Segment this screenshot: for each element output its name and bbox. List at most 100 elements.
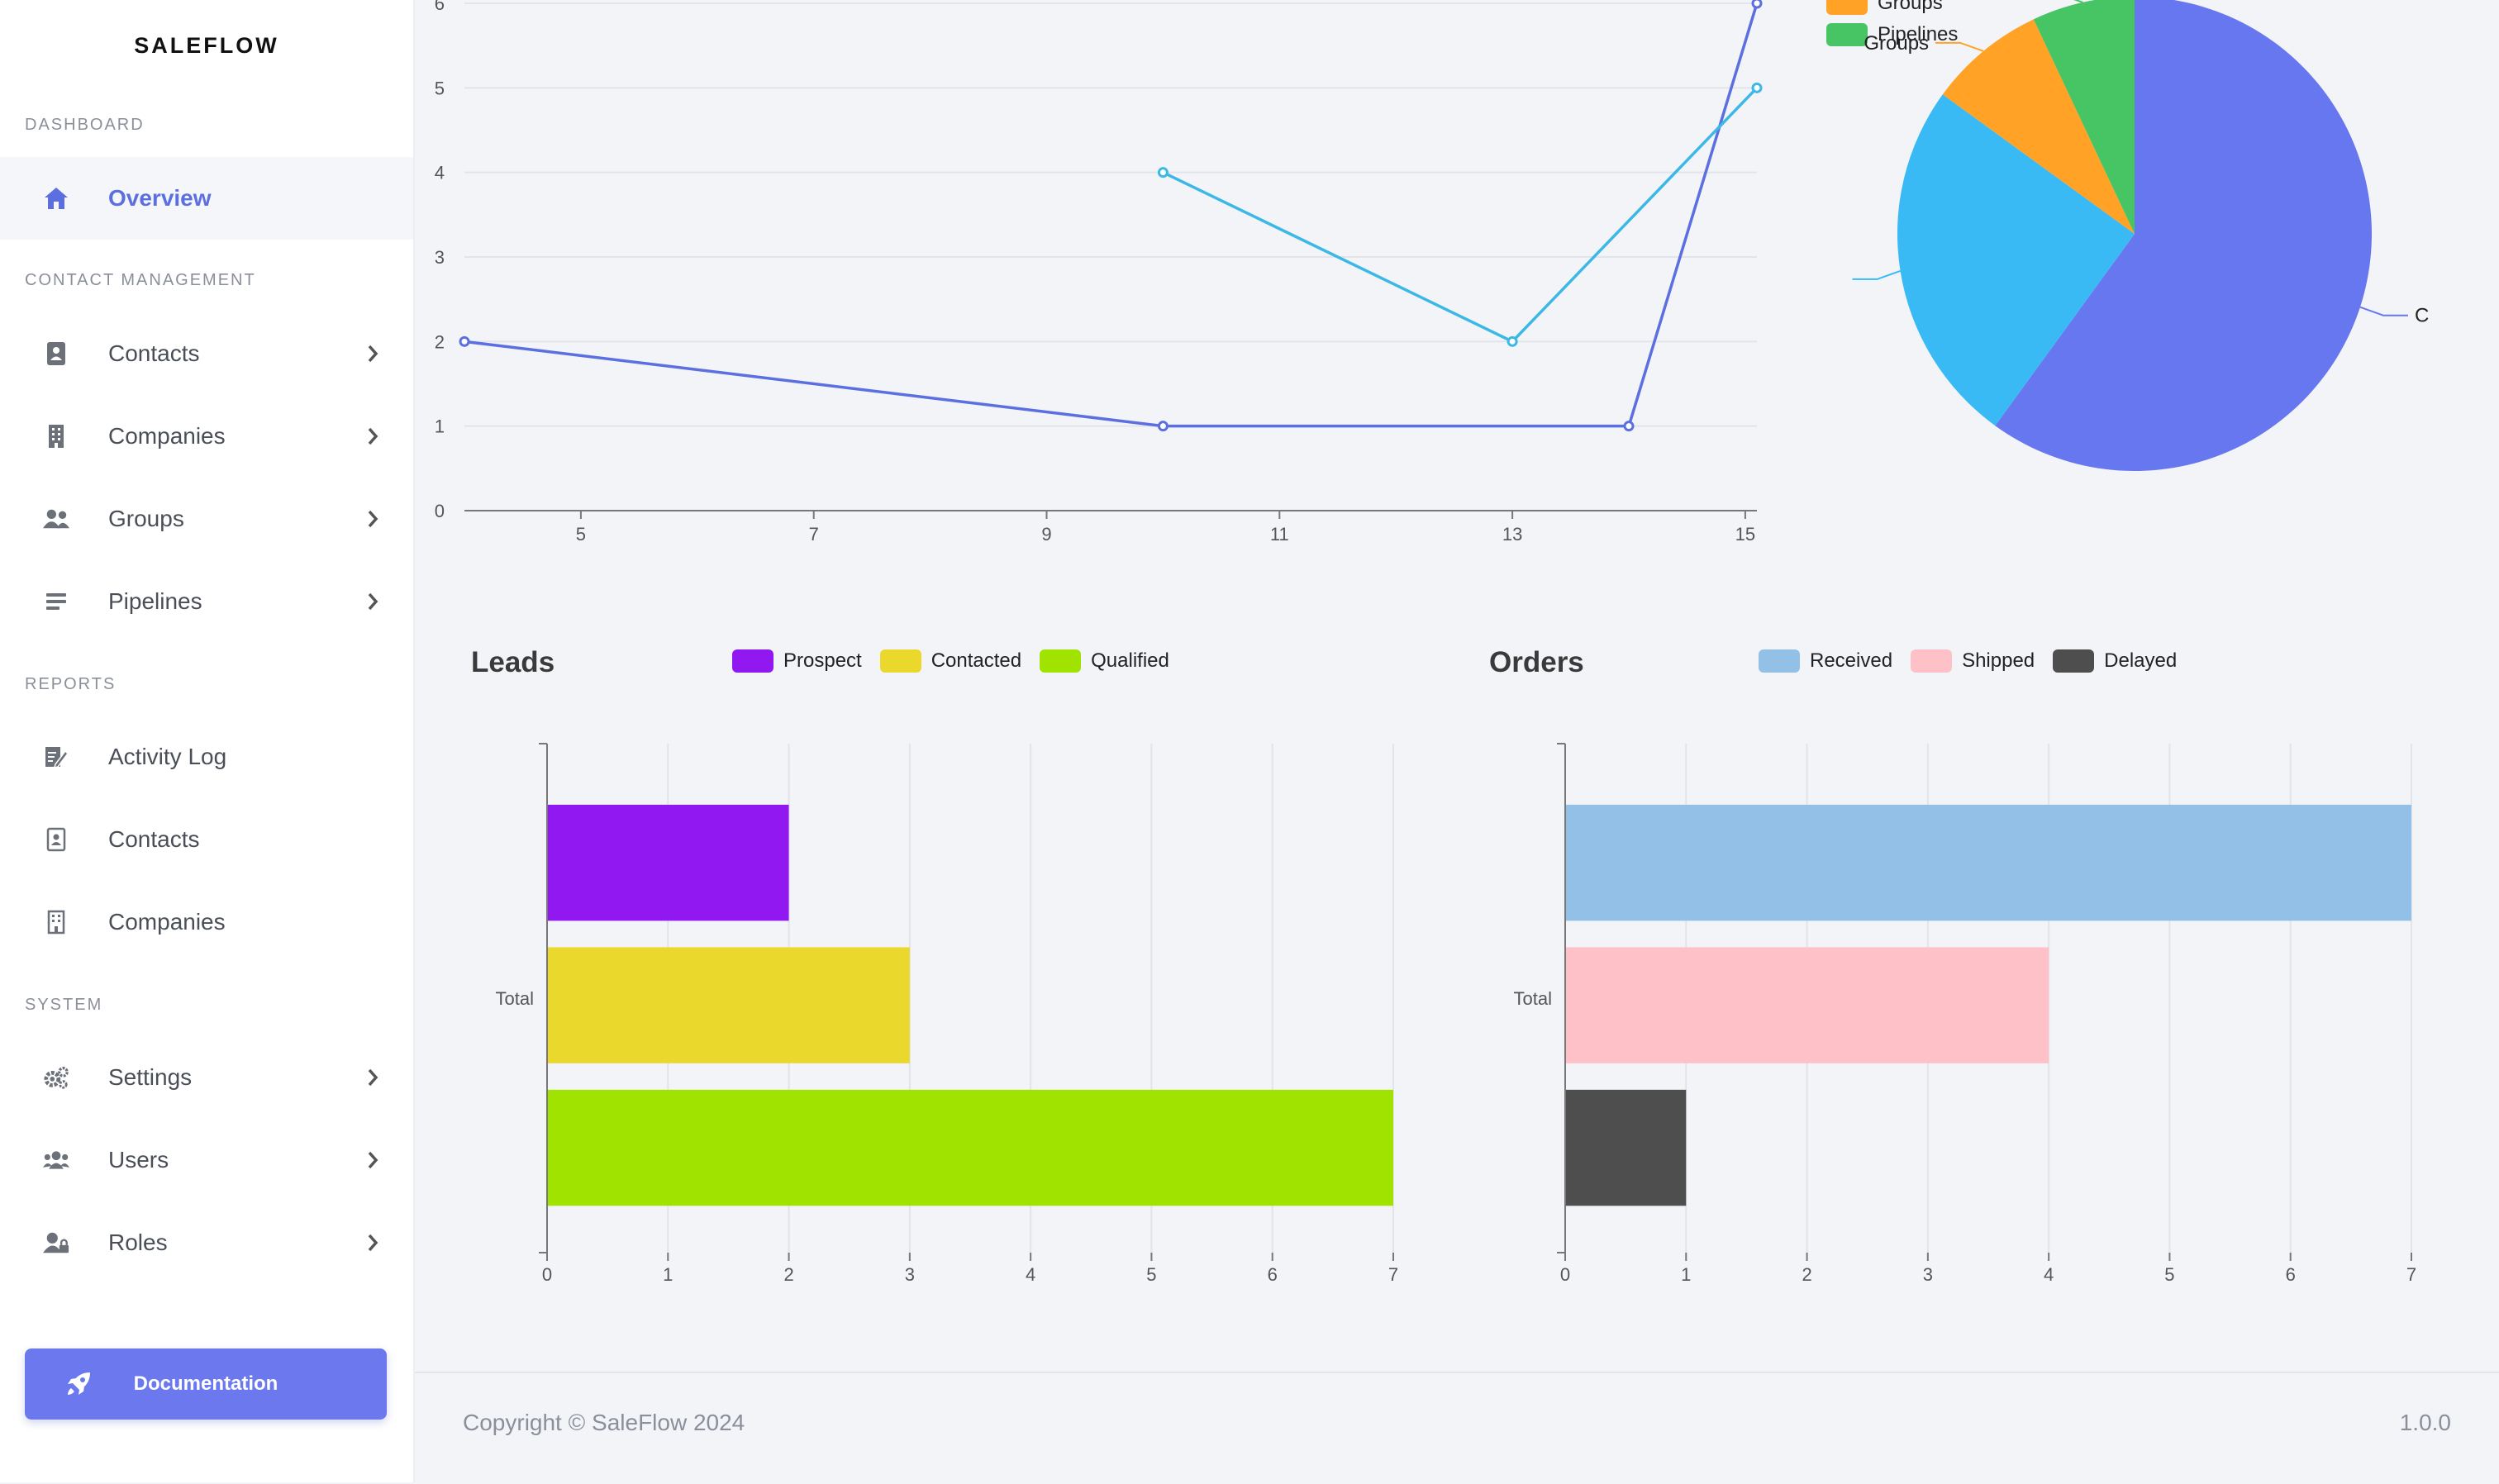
legend-swatch [732,649,774,673]
y-tick-label: 6 [435,0,445,14]
chevron-right-icon [364,510,382,528]
line-point [1157,167,1169,178]
x-tick-label: 1 [1681,1264,1691,1285]
sidebar-item-users[interactable]: Users [0,1119,413,1201]
sidebar-item-label: Settings [108,1064,193,1090]
footer-copyright: Copyright © SaleFlow 2024 [463,1410,745,1435]
legend-label: Prospect [783,649,862,672]
pie-legend-label: Pipelines [1878,23,1959,45]
documentation-button[interactable]: Documentation [25,1348,387,1420]
legend-swatch [879,649,921,673]
users-group-icon [43,1147,69,1173]
brand-logo[interactable]: SALEFLOW [134,33,279,58]
section-label-reports: REPORTS [25,675,117,693]
x-tick-label: 4 [1026,1264,1035,1285]
pie-slice [1942,19,2135,234]
bar-delayed [1566,1089,1687,1206]
sidebar-item-activity-log[interactable]: Activity Log [0,716,413,798]
sidebar-item-overview[interactable]: Overview [0,157,413,240]
sidebar-item-contacts[interactable]: Contacts [0,312,413,395]
sidebar-item-companies[interactable]: Companies [0,395,413,478]
legend-item-received[interactable]: Received [1759,649,1892,673]
legend-label: Delayed [2104,649,2178,672]
chevron-right-icon [364,345,382,363]
sidebar-item-label: Companies [108,909,226,935]
x-tick-label: 5 [1146,1264,1156,1285]
footer-version: 1.0.0 [2399,1410,2451,1435]
pie-legend: Groups Pipelines [1826,0,1976,46]
x-tick-label: 7 [809,524,819,545]
pie-slice [1995,0,2372,471]
pie-slice [1897,94,2135,426]
legend-item-delayed[interactable]: Delayed [2053,649,2177,673]
legend-swatch [1759,649,1800,673]
sidebar-item-roles[interactable]: Roles [0,1201,413,1284]
orders-legend: Received Shipped Delayed [1759,649,2195,673]
legend-item-contacted[interactable]: Contacted [879,649,1022,673]
pie-legend-item-pipelines[interactable]: Pipelines [1826,23,1958,46]
y-tick-label: 1 [435,416,445,437]
x-tick-label: 13 [1502,524,1522,545]
legend-swatch [1040,649,1082,673]
chevron-right-icon [364,1068,382,1087]
sidebar-item-contacts-report[interactable]: Contacts [0,798,413,881]
chevron-right-icon [364,592,382,611]
leads-legend: Prospect Contacted Qualified [732,649,1188,673]
rocket-icon [64,1370,93,1398]
sidebar-item-label: Activity Log [108,744,227,769]
chevron-right-icon [364,1234,382,1252]
orders-chart-title: Orders [1489,646,1584,678]
sidebar: SALEFLOW DASHBOARD Overview CONTACT MANA… [0,0,415,1482]
sidebar-item-groups[interactable]: Groups [0,478,413,560]
sidebar-item-label: Pipelines [108,588,202,614]
sidebar-item-companies-report[interactable]: Companies [0,881,413,963]
pie-legend-swatch [1826,23,1868,46]
legend-label: Received [1810,649,1893,672]
sidebar-item-pipelines[interactable]: Pipelines [0,560,413,643]
bar-prospect [548,804,789,921]
building-outline-icon [43,909,69,935]
x-tick-label: 0 [542,1264,552,1285]
bar-qualified [548,1089,1393,1206]
user-lock-icon [43,1230,69,1256]
x-tick-label: 3 [905,1264,915,1285]
line-point [459,335,470,347]
leads-chart-title: Leads [471,646,555,678]
legend-item-shipped[interactable]: Shipped [1911,649,2035,673]
y-category-label: Total [496,988,534,1009]
sidebar-item-label: Groups [108,506,184,531]
legend-label: Contacted [931,649,1022,672]
sidebar-item-label: Users [108,1147,169,1172]
x-tick-label: 9 [1041,524,1051,545]
x-tick-label: 0 [1560,1264,1570,1285]
sidebar-item-label: Contacts [108,826,200,852]
bars-icon [43,588,69,615]
pie-leader-line [1935,41,1984,52]
line-point [1751,0,1763,9]
line-chart: 0 1 2 3 4 5 6 5 7 9 11 13 15 [435,0,1763,545]
pie-legend-item-groups[interactable]: Groups [1826,0,1943,15]
pie-leader-line [1852,269,1901,280]
line-series-1 [1162,87,1759,344]
legend-item-prospect[interactable]: Prospect [732,649,862,673]
pie-legend-swatch [1826,0,1868,15]
line-point [1157,421,1169,432]
legend-swatch [2053,649,2095,673]
pie-slice-label: C [2415,305,2429,327]
chevron-right-icon [364,427,382,445]
users-icon [43,506,69,532]
leads-bar-chart: 0 1 2 3 4 5 6 7 Total [496,743,1398,1285]
legend-swatch [1911,649,1953,673]
sidebar-item-settings[interactable]: Settings [0,1036,413,1119]
edit-file-icon [43,744,69,770]
chevron-right-icon [364,1151,382,1169]
bar-contacted [548,947,910,1063]
bar-received [1566,804,2411,921]
address-book-icon [43,340,69,367]
x-tick-label: 7 [2406,1264,2416,1285]
legend-item-qualified[interactable]: Qualified [1040,649,1169,673]
orders-bar-chart: 0 1 2 3 4 5 6 7 Total [1514,743,2416,1285]
pie-leader-line [2073,0,2083,3]
x-tick-label: 5 [576,524,586,545]
line-point [1623,421,1635,432]
